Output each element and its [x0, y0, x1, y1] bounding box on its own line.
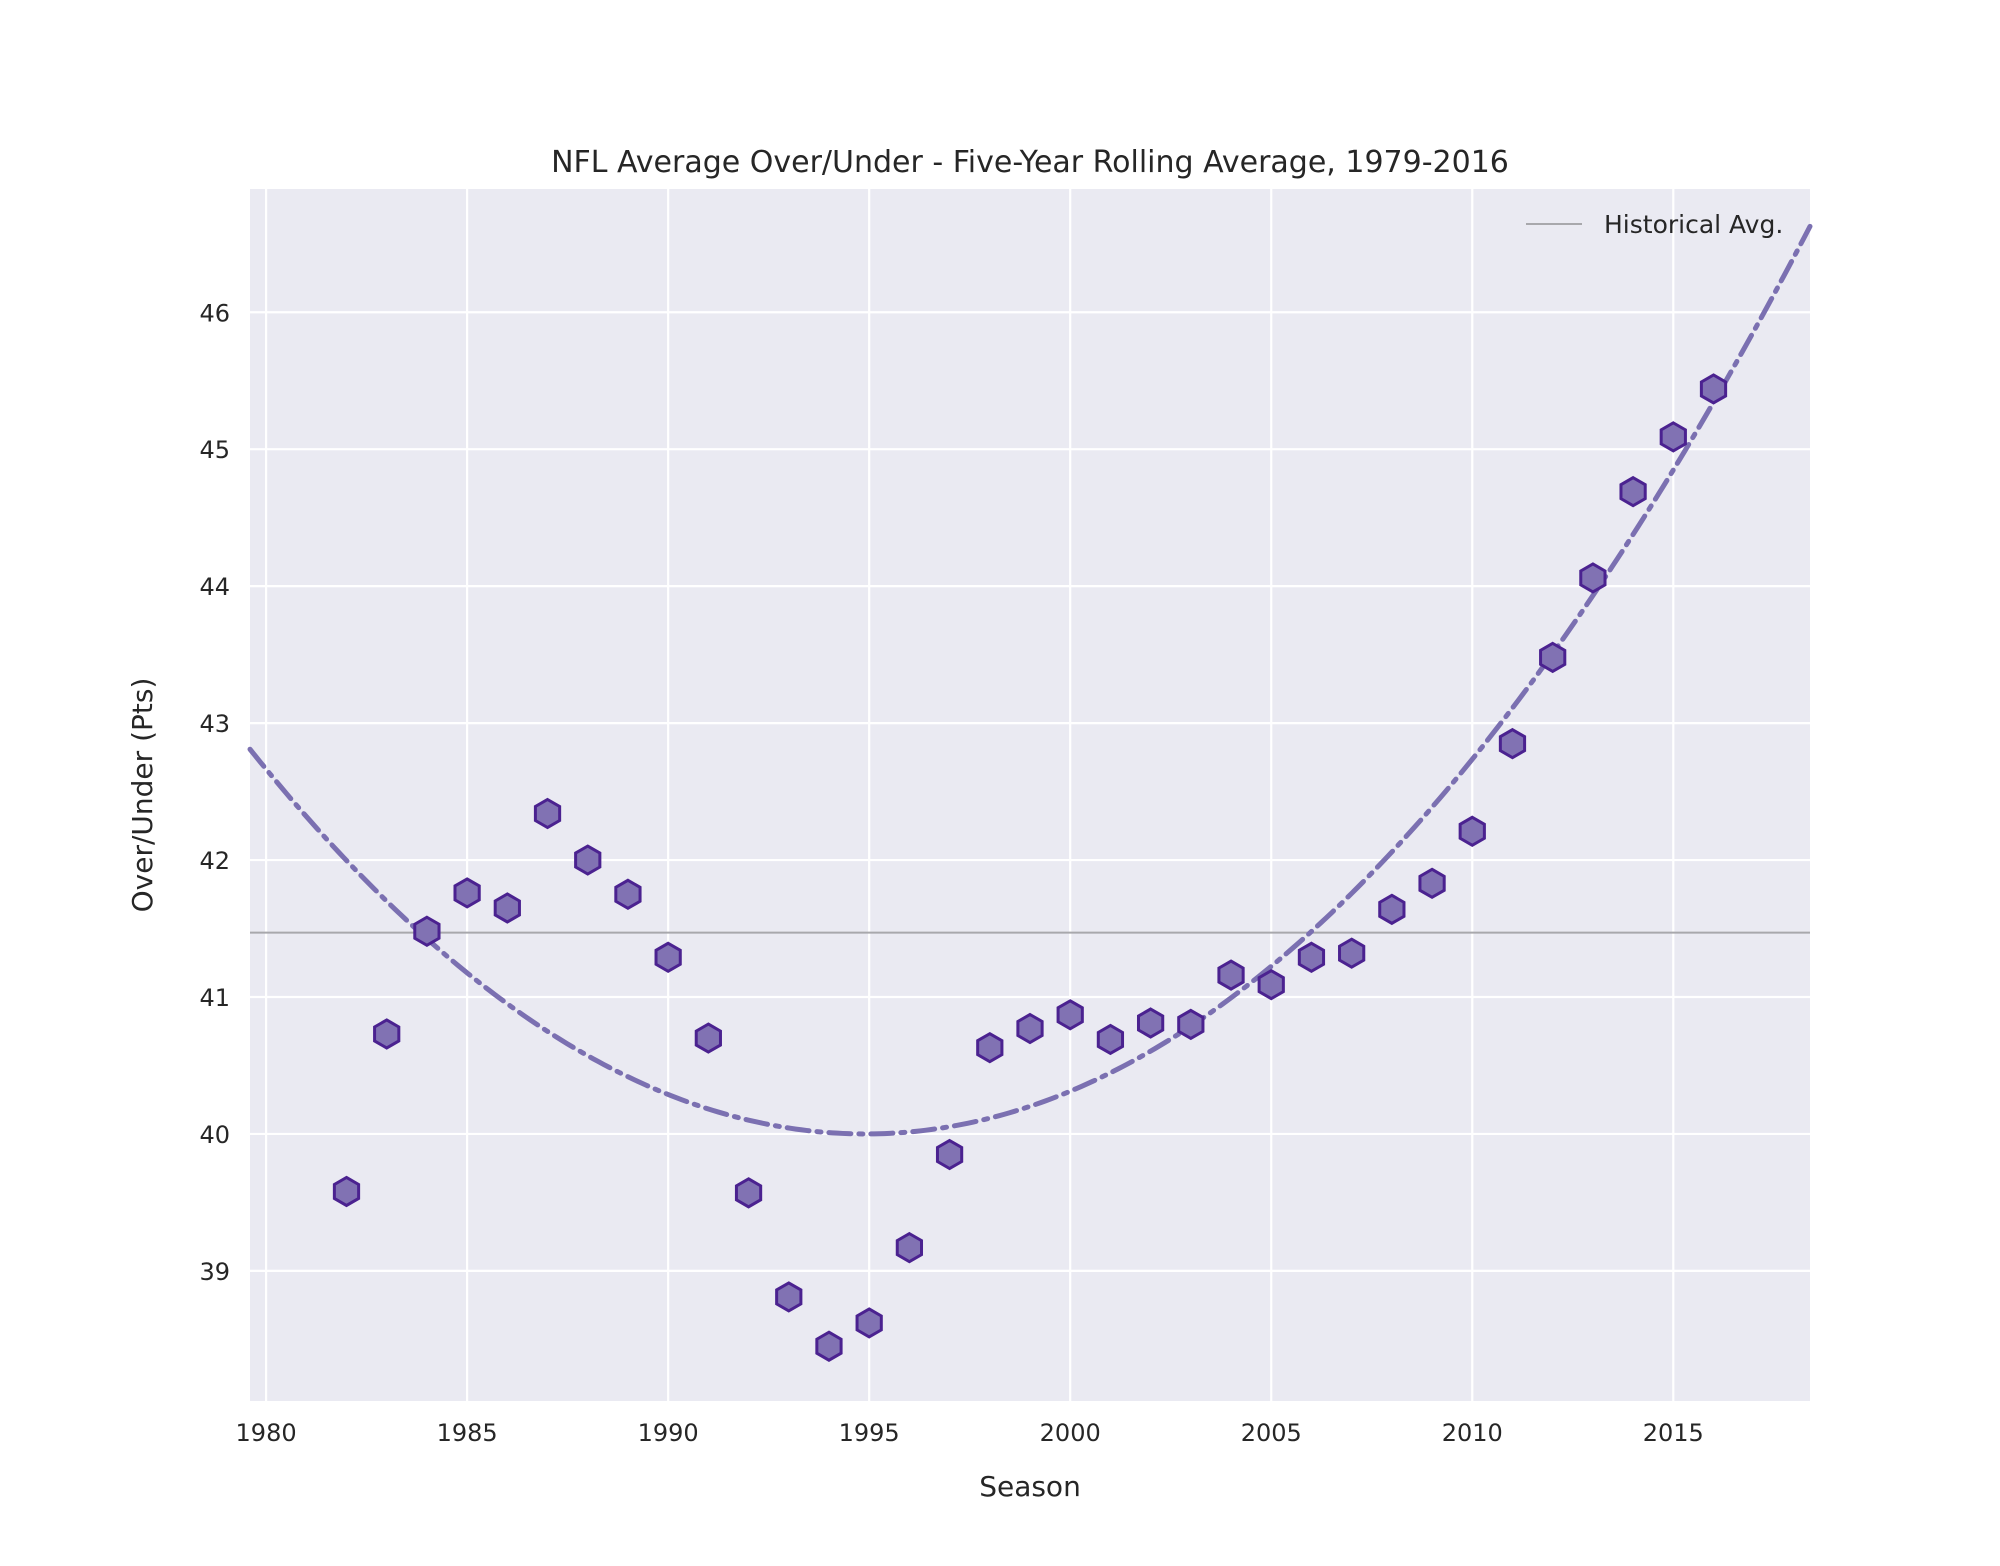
y-tick-label: 41: [199, 984, 230, 1012]
y-tick-label: 39: [199, 1258, 230, 1286]
data-point: [332, 1175, 361, 1208]
x-tick-label: 1990: [638, 1419, 699, 1447]
data-point: [413, 915, 441, 947]
y-tick-label: 46: [199, 299, 230, 327]
x-tick-label: 2010: [1442, 1419, 1503, 1447]
data-point: [1177, 1008, 1205, 1041]
x-tick-labels: 1980 1985 1990 1995 2000 2005 2010 2015: [236, 1419, 1704, 1447]
data-point: [855, 1307, 883, 1339]
data-point: [1338, 937, 1366, 969]
legend-entry-historical-avg: Historical Avg.: [1604, 210, 1783, 239]
chart-title: NFL Average Over/Under - Five-Year Rolli…: [551, 145, 1509, 180]
data-point: [1458, 815, 1486, 848]
data-point: [1659, 421, 1687, 453]
x-tick-label: 1985: [437, 1419, 498, 1447]
x-axis-label: Season: [979, 1470, 1081, 1503]
plot-area: [250, 189, 1810, 1401]
data-point: [1579, 562, 1607, 594]
data-point: [734, 1177, 763, 1209]
data-point: [1297, 941, 1326, 974]
y-axis-label: Over/Under (Pts): [126, 678, 159, 913]
x-tick-label: 2000: [1040, 1419, 1101, 1447]
data-point: [1378, 893, 1406, 926]
x-tick-label: 2015: [1643, 1419, 1704, 1447]
x-tick-label: 1980: [236, 1419, 297, 1447]
y-tick-label: 44: [199, 573, 230, 601]
data-point: [373, 1018, 401, 1050]
data-point: [1619, 475, 1647, 508]
data-point: [895, 1231, 924, 1264]
y-tick-label: 43: [199, 710, 230, 738]
data-point: [815, 1330, 843, 1362]
legend: Historical Avg.: [1526, 210, 1783, 239]
data-point: [1257, 968, 1285, 1001]
y-tick-label: 45: [199, 436, 230, 464]
data-point: [493, 892, 521, 924]
data-points: [332, 373, 1728, 1362]
data-point: [1056, 999, 1084, 1031]
data-point: [1498, 727, 1527, 760]
data-point: [935, 1138, 964, 1171]
data-point: [1699, 373, 1728, 405]
data-point: [1096, 1023, 1125, 1056]
grid-lines: [250, 189, 1810, 1401]
y-tick-labels: 39 40 41 42 43 44 45 46: [199, 299, 230, 1286]
data-point: [1136, 1007, 1165, 1039]
x-tick-label: 2005: [1241, 1419, 1302, 1447]
data-point: [453, 877, 481, 909]
data-point: [1217, 959, 1245, 991]
data-point: [976, 1031, 1004, 1064]
data-point: [1016, 1012, 1044, 1045]
data-point: [654, 941, 682, 974]
data-point: [574, 844, 602, 876]
data-point: [1539, 641, 1567, 674]
data-point: [694, 1022, 722, 1054]
x-tick-label: 1995: [839, 1419, 900, 1447]
y-tick-label: 40: [199, 1121, 230, 1149]
data-point: [1418, 867, 1446, 900]
y-tick-label: 42: [199, 847, 230, 875]
data-point: [533, 797, 562, 830]
data-point: [614, 878, 642, 911]
data-point: [775, 1281, 803, 1313]
